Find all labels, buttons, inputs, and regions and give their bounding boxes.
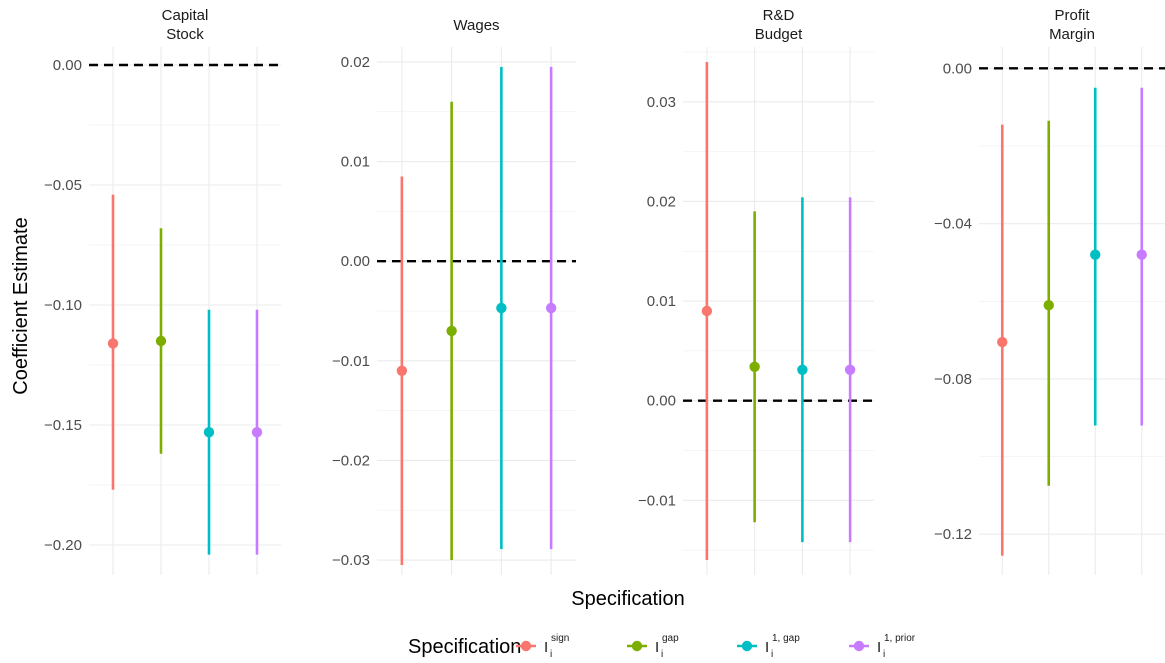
panel-title: Capital xyxy=(162,7,209,24)
legend-label: I xyxy=(877,639,881,656)
point-estimate xyxy=(446,325,457,337)
legend-label: I xyxy=(655,639,659,656)
panel-title: Profit xyxy=(1054,7,1090,24)
y-tick-label: 0.02 xyxy=(647,193,676,210)
y-tick-label: 0.02 xyxy=(341,54,370,71)
y-tick-label: −0.02 xyxy=(332,452,370,469)
panel-title: Wages xyxy=(453,17,499,34)
legend-key-point xyxy=(741,640,753,652)
facet-panel: 0.00 −0.04 −0.08 −0.12 Profit Margin xyxy=(934,7,1165,575)
point-estimate xyxy=(1090,249,1101,260)
point-estimate xyxy=(1043,299,1054,311)
y-tick-label: −0.04 xyxy=(934,216,972,233)
legend-label-subscript: i xyxy=(661,649,663,660)
y-tick-label: 0.00 xyxy=(53,57,82,74)
panel-title: R&D xyxy=(763,7,795,24)
y-tick-label: 0.03 xyxy=(647,94,676,111)
x-axis-title: Specification xyxy=(571,588,684,610)
y-tick-label: 0.01 xyxy=(341,154,370,171)
legend-label-subscript: i xyxy=(771,649,773,660)
point-estimate xyxy=(203,427,215,438)
point-estimate xyxy=(107,338,119,349)
legend-key-point xyxy=(631,640,643,652)
legend-label-superscript: 1, prior xyxy=(884,633,916,644)
legend-key-point xyxy=(520,640,532,652)
y-tick-label: −0.12 xyxy=(934,526,972,543)
y-tick-label: −0.10 xyxy=(44,297,82,314)
legend-label: I xyxy=(544,639,548,656)
point-estimate xyxy=(496,302,507,314)
facet-panel: 0.02 0.01 0.00 −0.01 −0.02 −0.03 Wages xyxy=(332,17,576,575)
y-tick-label: −0.01 xyxy=(638,492,676,509)
point-estimate xyxy=(1136,249,1147,260)
facet-panels: 0.00 −0.05 −0.10 −0.15 −0.20 Capital Stock 0.02… xyxy=(44,7,1165,575)
legend-label: I xyxy=(765,639,769,656)
y-tick-label: −0.08 xyxy=(934,371,972,388)
y-axis-title: Coefficient Estimate xyxy=(10,217,32,395)
y-tick-label: −0.20 xyxy=(44,537,82,554)
facet-panel: 0.03 0.02 0.01 0.00 −0.01 R&D Budget xyxy=(638,7,874,575)
point-estimate xyxy=(251,427,263,438)
legend-label-superscript: sign xyxy=(551,633,569,644)
legend-label-superscript: gap xyxy=(662,633,679,644)
point-estimate xyxy=(844,364,856,375)
point-estimate xyxy=(545,302,557,314)
legend-key-point xyxy=(853,640,865,652)
y-tick-label: −0.15 xyxy=(44,417,82,434)
y-tick-label: −0.05 xyxy=(44,177,82,194)
legend-label-superscript: 1, gap xyxy=(772,633,800,644)
legend-label-subscript: i xyxy=(550,649,552,660)
panel-title: Stock xyxy=(166,26,204,43)
y-tick-label: 0.00 xyxy=(943,60,972,77)
point-estimate xyxy=(155,335,167,347)
point-estimate xyxy=(749,361,760,372)
y-tick-label: −0.03 xyxy=(332,552,370,569)
y-tick-label: 0.00 xyxy=(341,253,370,270)
point-estimate xyxy=(797,364,808,375)
facet-panel: 0.00 −0.05 −0.10 −0.15 −0.20 Capital Stock xyxy=(44,7,281,575)
point-estimate xyxy=(701,305,713,317)
y-tick-label: 0.00 xyxy=(647,393,676,410)
point-estimate xyxy=(396,365,408,376)
point-estimate xyxy=(997,336,1008,348)
panel-title: Margin xyxy=(1049,26,1095,43)
y-tick-label: 0.01 xyxy=(647,293,676,310)
legend-title: Specification xyxy=(408,636,521,658)
panel-title: Budget xyxy=(755,26,803,43)
y-tick-label: −0.01 xyxy=(332,353,370,370)
legend-label-subscript: i xyxy=(883,649,885,660)
